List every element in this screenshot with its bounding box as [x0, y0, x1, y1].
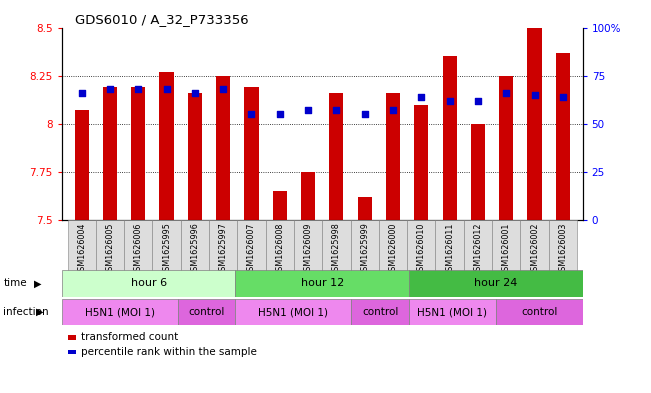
Bar [75, 110, 89, 220]
Point [303, 107, 313, 114]
Text: GSM1626006: GSM1626006 [133, 222, 143, 275]
Bar [351, 299, 409, 325]
Point [416, 94, 426, 100]
Bar [549, 220, 577, 289]
Text: control: control [188, 307, 225, 317]
Text: transformed count: transformed count [81, 332, 178, 342]
Bar [181, 220, 209, 289]
Bar [496, 299, 583, 325]
Text: H5N1 (MOI 1): H5N1 (MOI 1) [85, 307, 155, 317]
Bar [244, 87, 258, 220]
Bar [273, 191, 287, 220]
Text: ▶: ▶ [36, 307, 44, 317]
Bar [527, 28, 542, 220]
Text: control: control [521, 307, 557, 317]
Text: GSM1625995: GSM1625995 [162, 222, 171, 276]
Text: infection: infection [3, 307, 49, 317]
Text: H5N1 (MOI 1): H5N1 (MOI 1) [417, 307, 488, 317]
Text: percentile rank within the sample: percentile rank within the sample [81, 347, 257, 357]
Text: time: time [3, 278, 27, 288]
Bar [68, 220, 96, 289]
Bar [96, 220, 124, 289]
Point [275, 111, 285, 117]
Bar [187, 93, 202, 220]
Bar [414, 105, 428, 220]
Point [105, 86, 115, 92]
Bar [499, 75, 513, 220]
Bar [520, 220, 549, 289]
Point [558, 94, 568, 100]
Bar [350, 220, 379, 289]
Text: GSM1626007: GSM1626007 [247, 222, 256, 275]
Bar [471, 124, 485, 220]
Point [445, 97, 455, 104]
Point [501, 90, 512, 96]
Bar [322, 220, 350, 289]
Text: GSM1626004: GSM1626004 [77, 222, 86, 275]
Point [161, 86, 172, 92]
Text: hour 6: hour 6 [131, 278, 167, 288]
Bar [464, 220, 492, 289]
Point [189, 90, 200, 96]
Bar [62, 299, 178, 325]
Text: GSM1626003: GSM1626003 [559, 222, 567, 275]
Bar [124, 220, 152, 289]
Bar [132, 87, 145, 220]
Text: GDS6010 / A_32_P733356: GDS6010 / A_32_P733356 [75, 13, 249, 26]
Bar [62, 270, 236, 297]
Bar [236, 299, 351, 325]
Point [388, 107, 398, 114]
Bar [238, 220, 266, 289]
Text: hour 24: hour 24 [474, 278, 518, 288]
Bar [407, 220, 436, 289]
Bar [159, 72, 174, 220]
Bar [178, 299, 236, 325]
Bar [436, 220, 464, 289]
Text: H5N1 (MOI 1): H5N1 (MOI 1) [258, 307, 328, 317]
Bar [409, 299, 496, 325]
Text: GSM1625998: GSM1625998 [332, 222, 341, 276]
Bar [379, 220, 407, 289]
Bar [266, 220, 294, 289]
Text: GSM1626002: GSM1626002 [530, 222, 539, 275]
Text: GSM1626009: GSM1626009 [303, 222, 312, 275]
Point [529, 92, 540, 98]
Bar [152, 220, 181, 289]
Bar [294, 220, 322, 289]
Point [473, 97, 483, 104]
Text: GSM1626005: GSM1626005 [105, 222, 115, 275]
Text: GSM1625999: GSM1625999 [360, 222, 369, 276]
Text: GSM1626011: GSM1626011 [445, 222, 454, 275]
Point [133, 86, 143, 92]
Bar [301, 172, 315, 220]
Bar [216, 75, 230, 220]
Bar [236, 270, 409, 297]
Text: GSM1625997: GSM1625997 [219, 222, 228, 276]
Point [246, 111, 256, 117]
Point [331, 107, 342, 114]
Text: ▶: ▶ [34, 278, 42, 288]
Bar [386, 93, 400, 220]
Text: hour 12: hour 12 [301, 278, 344, 288]
Text: GSM1626012: GSM1626012 [473, 222, 482, 275]
Bar [443, 56, 457, 220]
Bar [329, 93, 344, 220]
Bar [409, 270, 583, 297]
Text: GSM1626008: GSM1626008 [275, 222, 284, 275]
Text: GSM1625996: GSM1625996 [190, 222, 199, 276]
Text: control: control [362, 307, 398, 317]
Bar [492, 220, 520, 289]
Bar [556, 53, 570, 220]
Text: GSM1626001: GSM1626001 [502, 222, 511, 275]
Text: GSM1626000: GSM1626000 [389, 222, 398, 275]
Bar [209, 220, 238, 289]
Bar [357, 197, 372, 220]
Point [76, 90, 87, 96]
Bar [103, 87, 117, 220]
Point [359, 111, 370, 117]
Point [218, 86, 229, 92]
Text: GSM1626010: GSM1626010 [417, 222, 426, 275]
